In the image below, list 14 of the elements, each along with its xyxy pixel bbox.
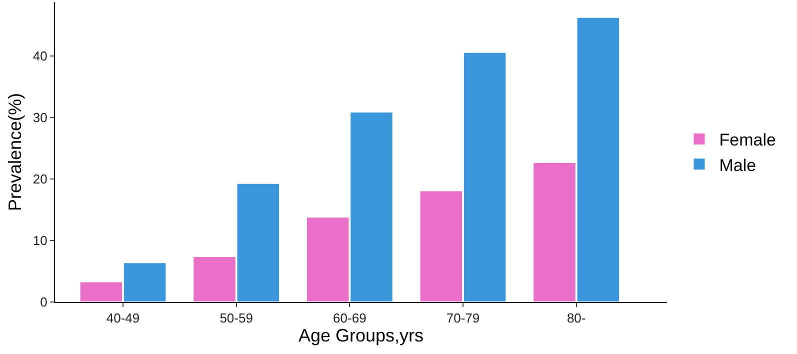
x-axis-title: Age Groups,yrs (298, 326, 424, 346)
y-tick-label: 40 (32, 48, 48, 64)
y-tick-label: 30 (32, 110, 48, 126)
x-tick-label: 60-69 (333, 310, 366, 326)
y-tick-label: 20 (32, 172, 48, 187)
legend-label: Female (719, 130, 776, 150)
y-tick-label: 10 (32, 233, 48, 248)
y-tick-label: 0 (40, 294, 48, 310)
x-tick-label: 80- (566, 310, 586, 326)
x-tick-label: 50-59 (220, 310, 253, 326)
x-tick-label: 40-49 (106, 310, 140, 326)
x-tick-label: 70-79 (446, 310, 480, 326)
legend-label: Male (719, 156, 756, 175)
y-axis-title: Prevalence(%) (5, 92, 26, 212)
